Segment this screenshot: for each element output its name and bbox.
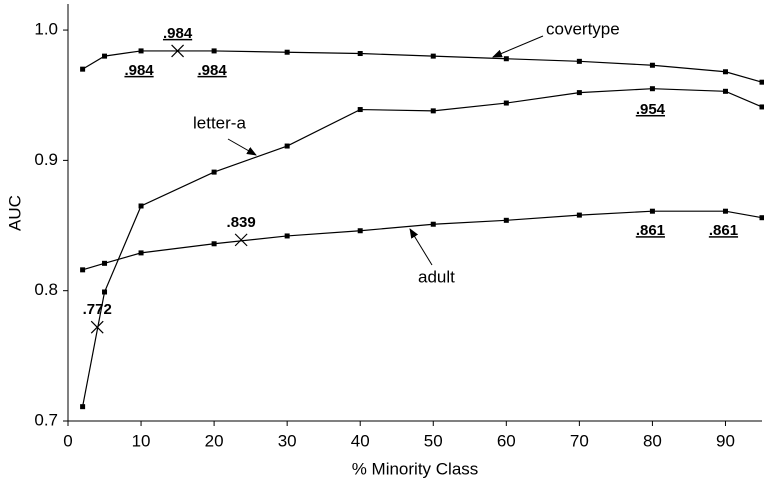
x-tick-label: 30 bbox=[278, 431, 297, 450]
point-marker bbox=[722, 88, 728, 94]
series-line bbox=[82, 210, 763, 271]
best-label: .984 bbox=[124, 62, 154, 79]
point-marker bbox=[722, 69, 728, 75]
x-tick-label: 60 bbox=[497, 431, 516, 450]
series-label: covertype bbox=[546, 19, 620, 38]
point-marker bbox=[722, 208, 728, 214]
point-marker bbox=[138, 203, 144, 209]
point-marker bbox=[357, 228, 363, 234]
point-marker bbox=[211, 169, 217, 175]
point-marker bbox=[284, 233, 290, 239]
point-marker bbox=[759, 215, 764, 221]
x-tick-label: 10 bbox=[132, 431, 151, 450]
point-marker bbox=[284, 49, 290, 55]
point-marker bbox=[102, 260, 108, 266]
cross-marker bbox=[234, 233, 248, 247]
point-marker bbox=[503, 217, 509, 223]
label-arrow bbox=[492, 35, 544, 58]
series-label: adult bbox=[418, 267, 455, 286]
point-marker bbox=[284, 143, 290, 149]
point-marker bbox=[102, 53, 108, 59]
y-tick-label: 1.0 bbox=[34, 20, 58, 39]
point-marker bbox=[138, 250, 144, 256]
series-line bbox=[82, 88, 763, 407]
x-tick-label: 50 bbox=[424, 431, 443, 450]
best-label: .984 bbox=[198, 62, 228, 79]
x-tick-label: 80 bbox=[643, 431, 662, 450]
point-marker bbox=[211, 241, 217, 247]
point-marker bbox=[759, 104, 764, 110]
cross-marker bbox=[171, 44, 185, 58]
point-marker bbox=[576, 212, 582, 218]
label-arrow bbox=[227, 138, 257, 156]
point-marker bbox=[138, 48, 144, 54]
point-marker bbox=[759, 79, 764, 85]
y-tick-label: 0.7 bbox=[34, 410, 58, 429]
point-marker bbox=[357, 51, 363, 57]
best-label: .861 bbox=[709, 222, 738, 239]
best-label: .861 bbox=[636, 222, 665, 239]
point-marker bbox=[430, 221, 436, 227]
annotation: .839 bbox=[227, 214, 256, 231]
annotation: .772 bbox=[83, 301, 112, 318]
point-marker bbox=[649, 208, 655, 214]
series-label: letter-a bbox=[193, 113, 246, 132]
y-axis-title: AUC bbox=[5, 195, 24, 231]
x-axis-title: % Minority Class bbox=[352, 459, 479, 478]
point-marker bbox=[649, 86, 655, 92]
point-marker bbox=[357, 107, 363, 113]
y-tick-label: 0.9 bbox=[34, 150, 58, 169]
x-tick-label: 0 bbox=[63, 431, 72, 450]
x-tick-label: 20 bbox=[205, 431, 224, 450]
point-marker bbox=[80, 404, 86, 410]
point-marker bbox=[503, 56, 509, 62]
y-tick-label: 0.8 bbox=[34, 280, 58, 299]
point-marker bbox=[576, 90, 582, 96]
point-marker bbox=[102, 289, 108, 295]
point-marker bbox=[80, 267, 86, 273]
x-tick-label: 40 bbox=[351, 431, 370, 450]
point-marker bbox=[430, 108, 436, 114]
point-marker bbox=[576, 58, 582, 64]
point-marker bbox=[211, 48, 217, 54]
best-label: .954 bbox=[636, 101, 666, 118]
x-tick-label: 90 bbox=[716, 431, 735, 450]
point-marker bbox=[649, 62, 655, 68]
series-line bbox=[82, 50, 763, 83]
point-marker bbox=[503, 100, 509, 106]
label-arrow bbox=[409, 228, 433, 266]
cross-marker bbox=[90, 320, 104, 334]
point-marker bbox=[80, 66, 86, 72]
point-marker bbox=[430, 53, 436, 59]
annotation: .984 bbox=[163, 25, 193, 42]
x-tick-label: 70 bbox=[570, 431, 589, 450]
